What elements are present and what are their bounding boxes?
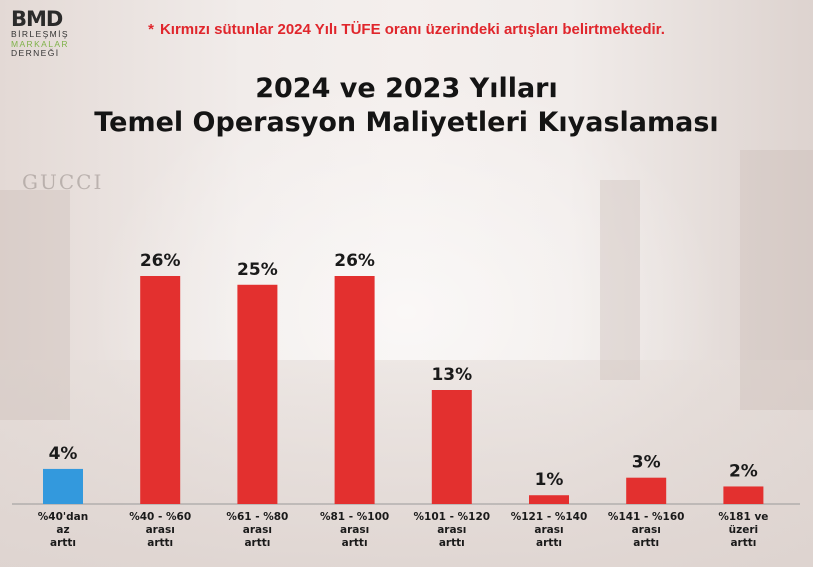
background-pillar — [0, 190, 70, 420]
category-label: %61 - %80 arası arttı — [226, 511, 288, 549]
category-label: %40 - %60 arası arttı — [129, 511, 191, 549]
category-label-line: arttı — [244, 537, 270, 549]
category-label-line: %121 - %140 — [511, 511, 588, 523]
inflation-note: * Kırmızı sütunlar 2024 Yılı TÜFE oranı ü… — [0, 21, 813, 38]
logo-line-2: MARKALAR — [11, 38, 69, 49]
category-label: %141 - %160 arası arttı — [608, 511, 685, 549]
category-label-line: %81 - %100 — [320, 511, 389, 523]
category-label-line: %61 - %80 — [226, 511, 288, 523]
note-asterisk: * — [148, 21, 154, 38]
background-shop-sign: GUCCI — [22, 170, 104, 194]
bmd-logo: BMD BİRLEŞMİŞ MARKALAR DERNEĞİ — [11, 8, 69, 59]
category-label-line: arttı — [342, 537, 368, 549]
category-label-line: arası — [437, 524, 466, 536]
category-label-line: arası — [146, 524, 175, 536]
category-label-line: arası — [632, 524, 661, 536]
category-label-line: %40 - %60 — [129, 511, 191, 523]
category-label-line: arttı — [536, 537, 562, 549]
bar-value-label: 13% — [431, 365, 472, 385]
bar-value-label: 3% — [632, 453, 661, 473]
category-label-line: arttı — [730, 537, 756, 549]
chart-title: 2024 ve 2023 Yılları Temel Operasyon Mal… — [0, 72, 813, 140]
bar-value-label: 2% — [729, 461, 758, 481]
category-label: %40'dan az arttı — [38, 511, 88, 549]
bar-4 — [334, 276, 375, 504]
bar-value-label: 4% — [49, 444, 78, 464]
category-label-line: arası — [243, 524, 272, 536]
category-label-line: arttı — [439, 537, 465, 549]
bar-3 — [237, 284, 278, 504]
category-label-line: %101 - %120 — [414, 511, 491, 523]
bar-value-label: 26% — [334, 251, 375, 271]
bar-8 — [723, 486, 764, 504]
bar-value-label: 1% — [535, 470, 564, 490]
category-label-line: arttı — [633, 537, 659, 549]
category-label: %81 - %100 arası arttı — [320, 511, 389, 549]
bar-value-label: 26% — [140, 251, 181, 271]
note-text: Kırmızı sütunlar 2024 Yılı TÜFE oranı üz… — [159, 21, 665, 38]
category-label: %101 - %120 arası arttı — [414, 511, 491, 549]
category-label-line: %40'dan — [38, 511, 88, 523]
bar-2 — [140, 276, 181, 504]
background-pillar — [600, 180, 640, 380]
logo-name: BMD — [11, 7, 63, 31]
category-label-line: arası — [340, 524, 369, 536]
category-label-line: az — [56, 524, 69, 536]
category-label: %181 ve üzeri arttı — [718, 511, 768, 549]
chart-title-line-1: 2024 ve 2023 Yılları — [255, 73, 558, 104]
bar-5 — [431, 390, 472, 504]
bar-value-label: 25% — [237, 260, 278, 280]
bar-7 — [626, 477, 667, 504]
logo-line-1: BİRLEŞMİŞ — [11, 29, 69, 39]
category-label-line: %141 - %160 — [608, 511, 685, 523]
category-label-line: %181 ve — [718, 511, 768, 523]
bar-1 — [43, 468, 83, 504]
category-label-line: arası — [534, 524, 563, 536]
chart-title-line-2: Temel Operasyon Maliyetleri Kıyaslaması — [94, 107, 719, 138]
logo-line-3: DERNEĞİ — [11, 48, 60, 58]
category-label-line: arttı — [147, 537, 173, 549]
category-label-line: arttı — [50, 537, 76, 549]
bar-6 — [529, 495, 569, 504]
background-floor — [0, 360, 813, 567]
category-label: %121 - %140 arası arttı — [511, 511, 588, 549]
background-pillar — [740, 150, 813, 410]
category-label-line: üzeri — [729, 524, 759, 536]
